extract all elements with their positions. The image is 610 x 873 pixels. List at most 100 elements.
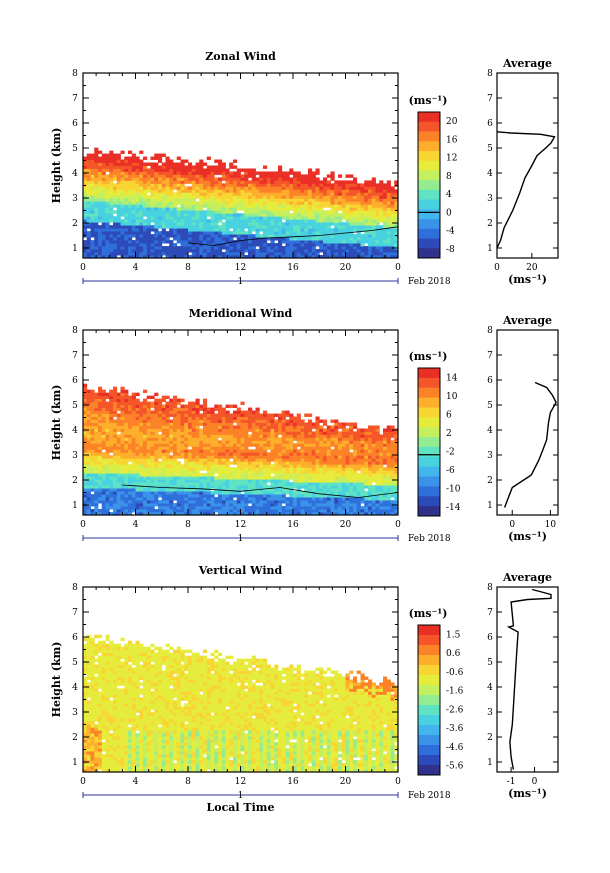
heatmap-cell [86,446,91,450]
heatmap-cell [105,458,110,462]
heatmap-cell [289,485,294,489]
heatmap-cell [184,240,189,244]
heatmap-cell [173,506,178,510]
heatmap-cell [345,240,350,244]
heatmap-cell [176,237,181,241]
heatmap-cell [169,180,174,184]
heatmap-cell [120,392,125,397]
heatmap-cell [86,449,91,453]
heatmap-cell [259,234,264,238]
heatmap-cell [83,195,88,199]
heatmap-cell [150,165,155,169]
heatmap-cell [244,446,249,450]
heatmap-cell [135,401,140,405]
heatmap-cell [248,240,253,244]
heatmap-cell [169,168,174,172]
heatmap-cell [169,488,174,492]
heatmap-cell [206,482,211,486]
heatmap-cell [218,506,223,510]
heatmap-cell [120,204,125,208]
heatmap-cell [154,153,159,157]
heatmap-cell [173,246,178,250]
heatmap-cell [109,216,114,220]
heatmap-cell [315,461,320,465]
heatmap-cell [165,464,170,468]
heatmap-cell [308,189,313,193]
heatmap-cell [304,210,309,214]
heatmap-cell [341,201,346,205]
heatmap-cell [195,210,200,214]
heatmap-cell [206,476,211,480]
heatmap-cell [221,252,226,256]
heatmap-cell [90,446,95,450]
heatmap-cell [203,425,208,429]
heatmap-cell [154,416,159,420]
heatmap-cell [285,440,290,444]
heatmap-cell [86,398,91,403]
heatmap-cell [150,452,155,456]
heatmap-cell [105,464,110,468]
heatmap-cell [218,228,223,232]
heatmap-cell [311,506,316,510]
heatmap-cell [270,494,275,498]
heatmap-cell [135,485,140,489]
heatmap-cell [146,467,151,471]
heatmap-cell [266,497,271,501]
heatmap-cell [233,458,238,462]
heatmap-cell [218,509,223,513]
heatmap-cell [86,234,91,238]
heatmap-cell [278,168,283,172]
heatmap-cell [356,198,361,202]
heatmap-cell [150,243,155,247]
heatmap-cell [281,491,286,495]
heatmap-cell [98,446,103,450]
heatmap-cell [165,210,170,214]
heatmap-cell [266,422,271,426]
heatmap-cell [319,207,324,211]
heatmap-cell [94,434,99,438]
heatmap-cell [135,392,140,397]
heatmap-cell [311,180,316,184]
heatmap-cell [263,219,268,223]
heatmap-cell [94,252,99,256]
heatmap-cell [150,225,155,229]
heatmap-cell [173,168,178,172]
heatmap-cell [158,177,163,181]
heatmap-cell [334,228,339,232]
heatmap-cell [139,252,144,256]
heatmap-cell [203,473,208,477]
heatmap-cell [315,186,320,190]
heatmap-cell [263,446,268,450]
heatmap-cell [270,213,275,217]
heatmap-cell [356,201,361,205]
heatmap-cell [101,222,106,226]
heatmap-cell [360,237,365,241]
heatmap-cell [345,255,350,259]
heatmap-cell [229,210,234,214]
heatmap-cell [274,443,279,447]
heatmap-cell [210,219,215,223]
heatmap-cell [135,497,140,501]
heatmap-cell [330,192,335,196]
heatmap-cell [251,494,256,498]
heatmap-cell [146,252,151,256]
heatmap-cell [319,210,324,214]
heatmap-cell [154,237,159,241]
heatmap-cell [124,401,129,405]
heatmap-cell [143,198,148,202]
heatmap-cell [289,192,294,196]
heatmap-cell [206,198,211,202]
heatmap-cell [206,512,211,516]
heatmap-cell [255,255,260,259]
heatmap-cell [94,231,99,235]
heatmap-cell [165,222,170,226]
heatmap-cell [180,413,185,417]
heatmap-cell [266,210,271,214]
heatmap-cell [326,189,331,193]
heatmap-cell [266,183,271,187]
heatmap-cell [116,210,121,214]
heatmap-cell [173,222,178,226]
heatmap-cell [128,237,133,241]
heatmap-cell [259,431,264,435]
heatmap-cell [169,252,174,256]
